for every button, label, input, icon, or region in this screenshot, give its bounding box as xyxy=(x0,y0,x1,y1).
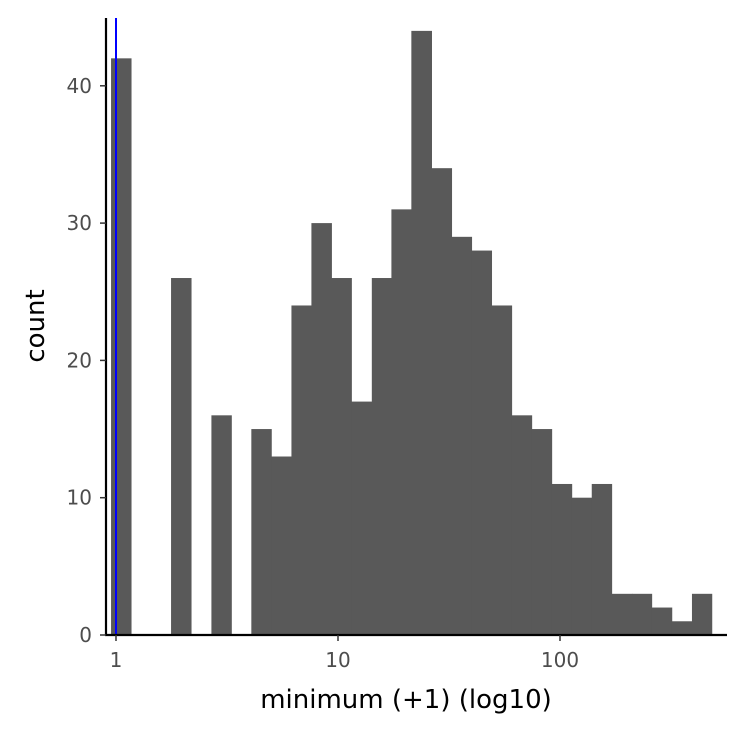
histogram-bar-19 xyxy=(491,305,513,635)
y-tick-label-2: 20 xyxy=(67,348,92,372)
axes-layer xyxy=(104,18,727,637)
histogram-bar-25 xyxy=(611,593,633,635)
histogram-bar-12 xyxy=(351,401,373,635)
histogram-bar-11 xyxy=(331,278,352,635)
histogram-bar-21 xyxy=(531,429,553,635)
histogram-bar-0 xyxy=(111,58,132,635)
y-tick-label-0: 0 xyxy=(79,623,92,647)
histogram-bar-15 xyxy=(411,30,432,635)
histogram-bar-23 xyxy=(571,497,593,635)
y-ticks-layer: 0 10 20 30 40 xyxy=(67,74,106,647)
x-ticks-layer: 1 10 100 xyxy=(110,635,579,672)
histogram-bar-29 xyxy=(691,593,713,635)
histogram-bar-9 xyxy=(291,305,312,635)
histogram-bar-13 xyxy=(371,278,392,635)
histogram-bar-18 xyxy=(471,250,493,635)
x-axis-title: minimum (+1) (log10) xyxy=(260,685,552,715)
histogram-bar-17 xyxy=(451,236,473,635)
histogram-bar-20 xyxy=(511,415,533,635)
histogram-bar-26 xyxy=(631,593,653,635)
histogram-bar-16 xyxy=(431,168,453,635)
histogram-bar-27 xyxy=(651,607,673,635)
y-tick-label-3: 30 xyxy=(67,211,92,235)
x-tick-label-0: 1 xyxy=(110,648,123,672)
histogram-bar-14 xyxy=(391,209,412,635)
y-tick-label-1: 10 xyxy=(67,486,92,510)
histogram-bar-8 xyxy=(271,456,292,635)
x-tick-label-2: 100 xyxy=(541,648,579,672)
histogram-bar-5 xyxy=(211,415,232,635)
y-tick-label-4: 40 xyxy=(67,74,92,98)
bars-layer xyxy=(111,30,713,635)
x-tick-label-1: 10 xyxy=(325,648,350,672)
histogram-bar-7 xyxy=(251,429,272,635)
histogram-bar-22 xyxy=(551,483,573,635)
y-axis-title: count xyxy=(21,289,51,362)
histogram-bar-3 xyxy=(171,278,192,635)
histogram-bar-28 xyxy=(671,621,693,635)
histogram-bar-10 xyxy=(311,223,332,635)
histogram-bar-24 xyxy=(591,483,613,635)
